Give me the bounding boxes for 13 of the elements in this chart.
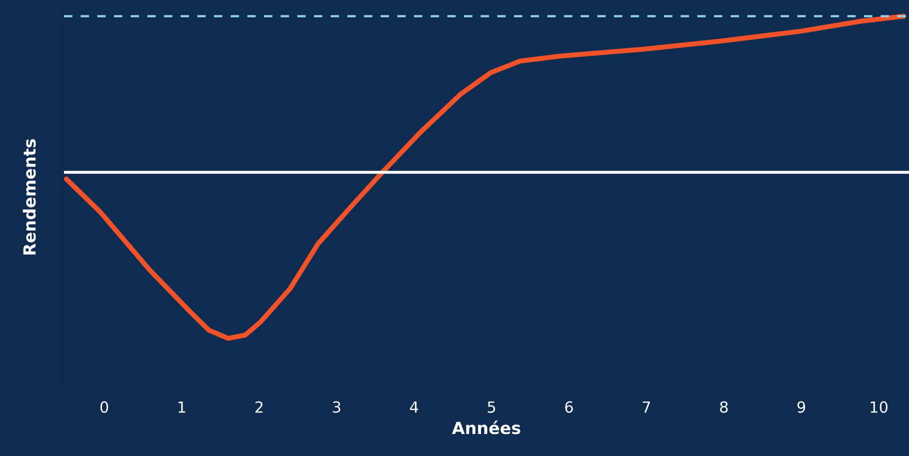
x-tick-label: 8 — [720, 401, 728, 413]
x-tick-label: 3 — [332, 401, 340, 413]
x-tick-label: 6 — [565, 401, 573, 413]
x-tick-label: 5 — [488, 401, 496, 413]
x-tick-label: 10 — [870, 401, 888, 413]
x-tick-label: 4 — [410, 401, 418, 413]
x-tick-label: 0 — [100, 401, 108, 413]
x-tick-label: 2 — [255, 401, 263, 413]
x-tick-label: 9 — [797, 401, 806, 413]
x-tick-label: 7 — [642, 401, 650, 413]
x-tick-label: 1 — [178, 401, 186, 413]
x-axis-title: Années — [452, 420, 520, 434]
y-axis-title: Rendements — [22, 139, 36, 255]
